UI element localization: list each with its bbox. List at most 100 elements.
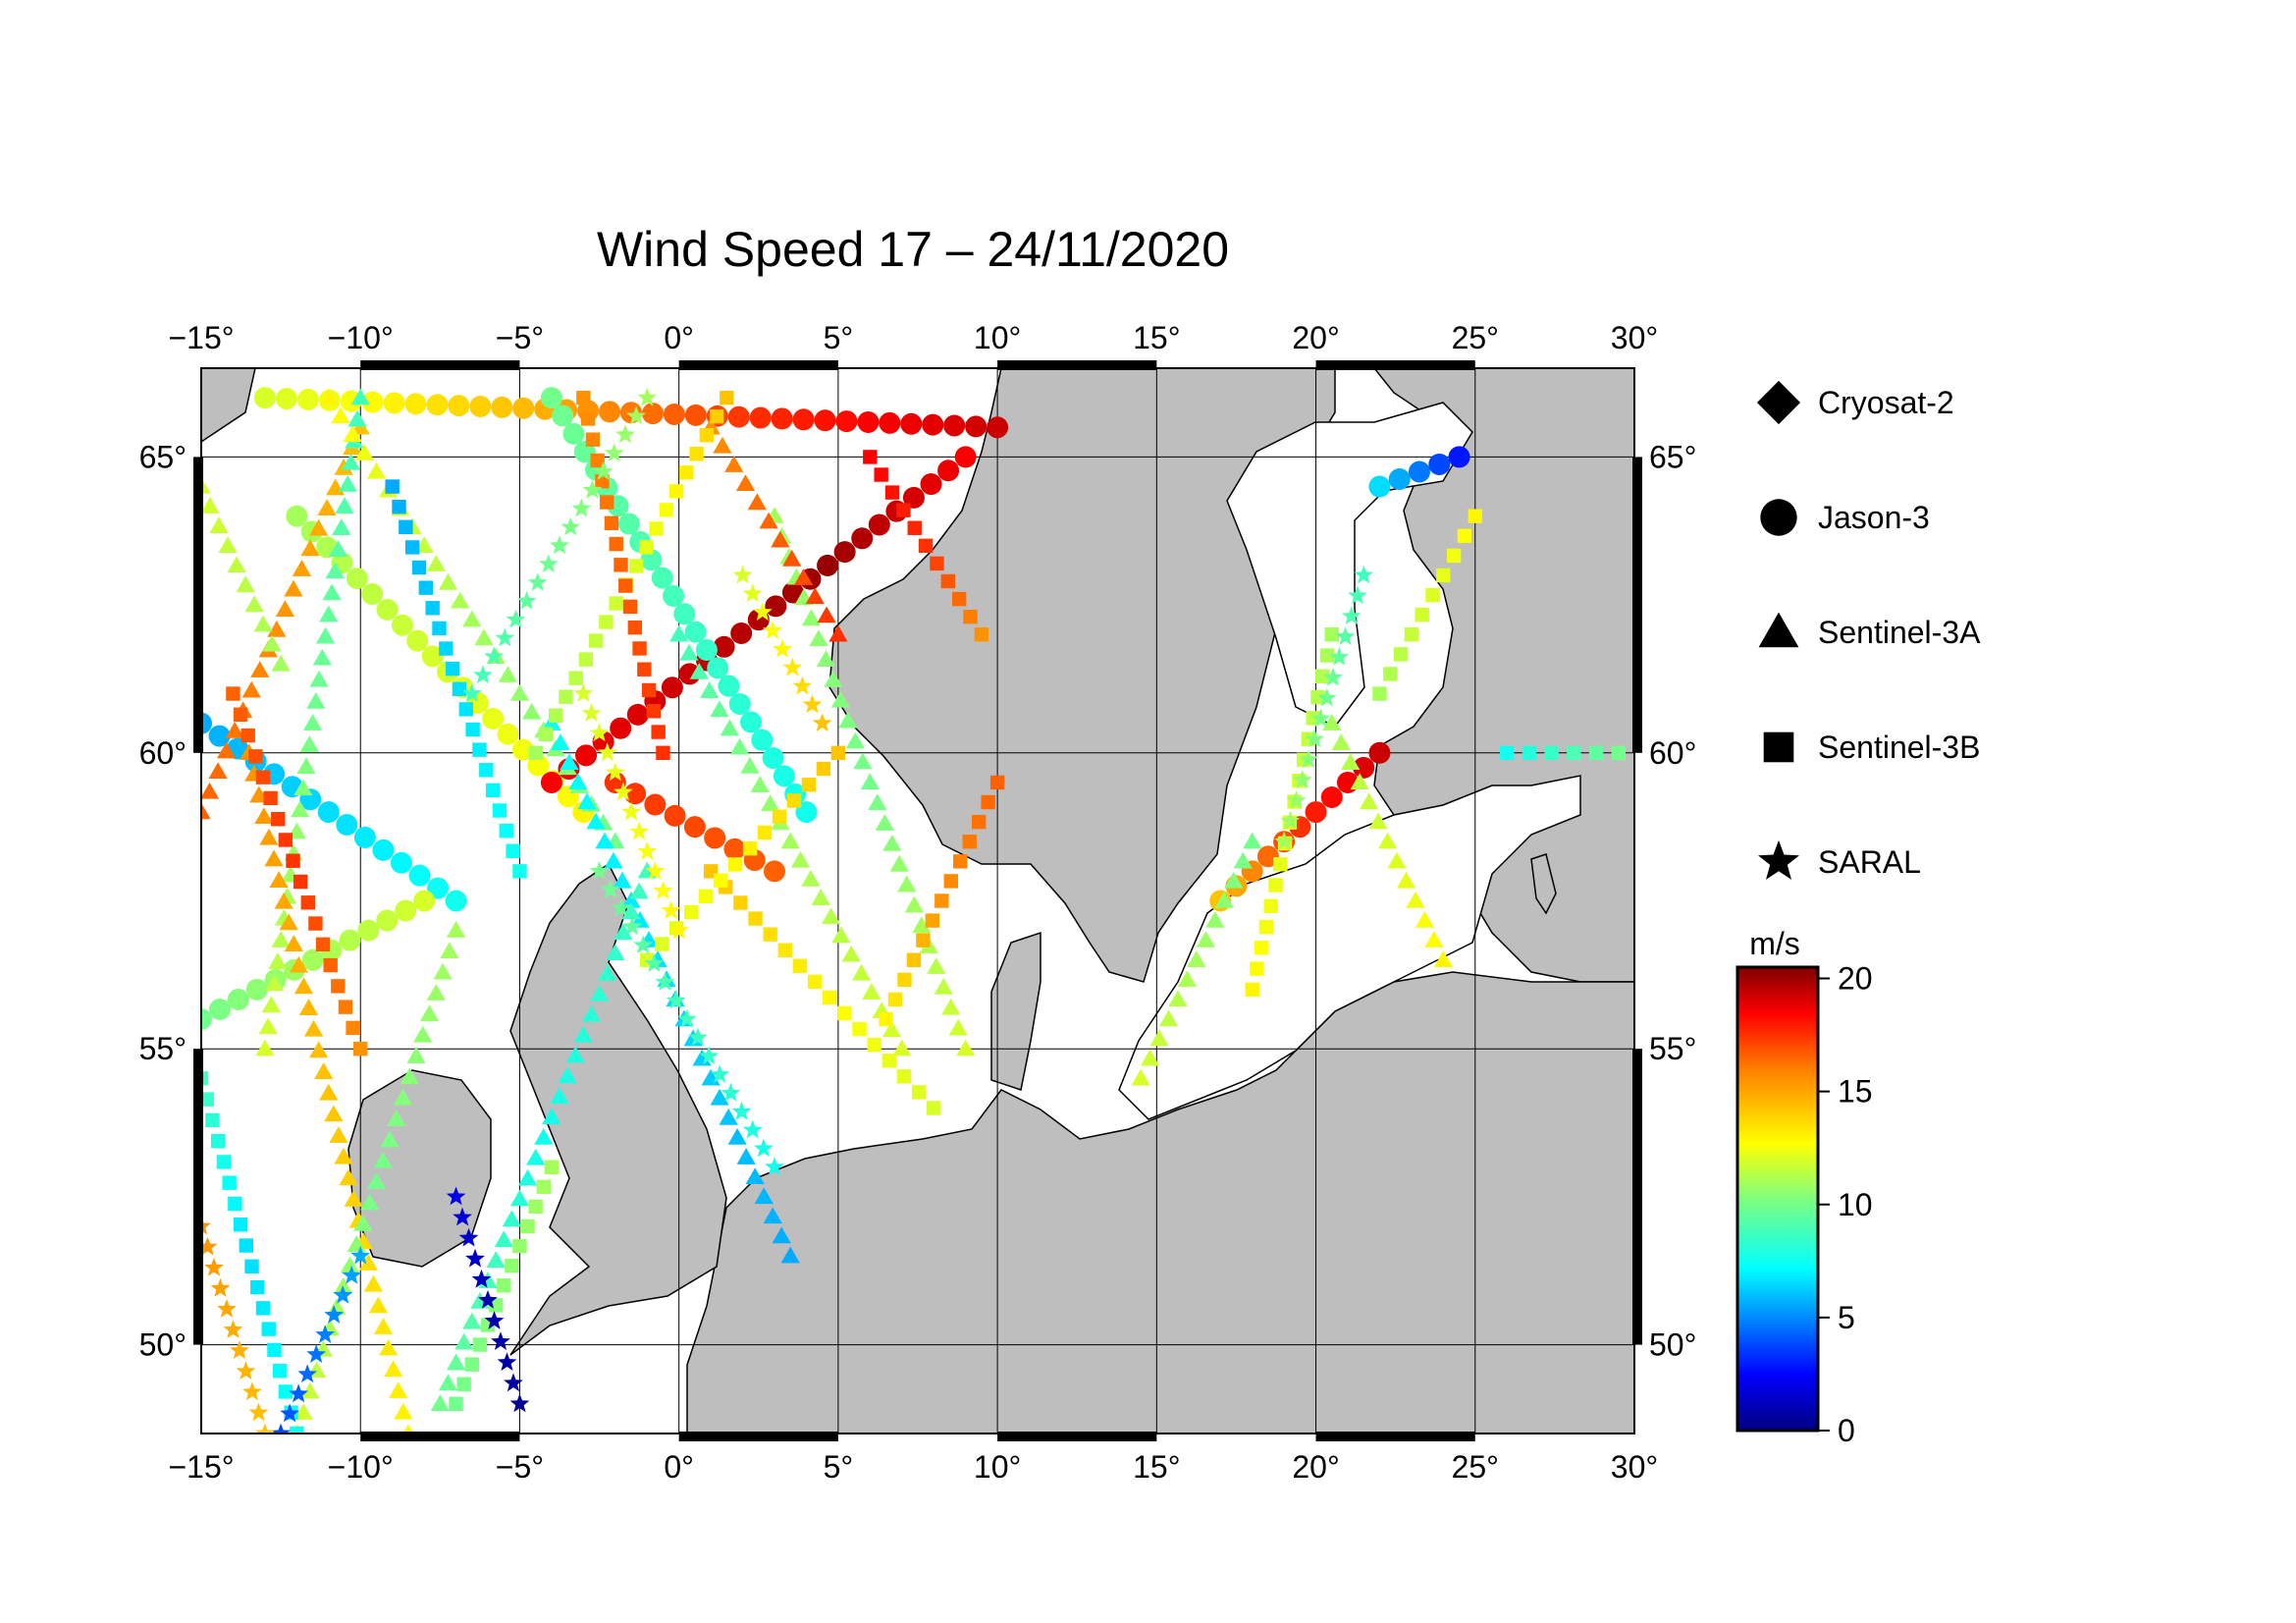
observation-square: [385, 479, 400, 494]
observation-circle: [817, 554, 839, 576]
observation-triangle: [606, 944, 625, 961]
observation-triangle: [629, 882, 649, 899]
observation-triangle: [727, 1128, 747, 1145]
sea-baltic: [1118, 775, 1581, 1120]
observation-square: [248, 749, 263, 764]
observation-triangle: [227, 556, 246, 573]
observation-triangle: [255, 1039, 275, 1056]
observation-circle: [987, 416, 1009, 439]
observation-triangle: [1377, 832, 1398, 849]
observation-circle: [718, 675, 740, 697]
observation-triangle: [1140, 1049, 1160, 1066]
observation-circle: [965, 415, 988, 438]
observation-triangle: [713, 436, 732, 454]
observation-triangle: [368, 1296, 389, 1314]
observation-triangle: [542, 1108, 561, 1124]
observation-triangle: [358, 1254, 378, 1271]
observation-square: [590, 453, 605, 468]
observation-triangle: [254, 807, 274, 824]
observation-star: [581, 703, 602, 722]
observation-square: [940, 573, 956, 589]
colorbar-tick-label: 10: [1838, 1187, 1873, 1222]
observation-circle: [727, 406, 750, 428]
observation-star: [742, 583, 763, 603]
observation-triangle: [710, 700, 729, 718]
observation-triangle: [868, 793, 887, 811]
observation-circle: [599, 401, 621, 423]
colorbar-tick-label: 0: [1838, 1413, 1855, 1448]
observation-square: [981, 794, 995, 810]
observation-star: [802, 694, 823, 714]
observation-circle: [491, 396, 513, 418]
observation-square: [472, 1337, 488, 1352]
observation-circle: [1409, 460, 1430, 483]
frame-bar-bottom: [678, 1432, 838, 1441]
observation-triangle: [486, 1251, 506, 1269]
observation-triangle: [344, 1190, 363, 1207]
observation-star: [782, 657, 803, 676]
observation-square: [559, 689, 573, 704]
observation-triangle: [236, 575, 255, 593]
observation-square: [1404, 627, 1419, 642]
observation-circle: [781, 581, 804, 604]
observation-triangle: [1387, 851, 1407, 869]
lon-tick-label-top: 15°: [1133, 320, 1180, 355]
map-frame: [200, 367, 1635, 1434]
observation-circle: [922, 413, 944, 436]
observation-square: [1315, 669, 1330, 683]
lat-tick-label-right: 60°: [1649, 735, 1696, 771]
observation-triangle: [817, 606, 836, 623]
observation-square: [323, 957, 338, 973]
observation-star: [248, 1402, 269, 1422]
observation-star: [280, 1403, 299, 1423]
observation-star: [644, 953, 665, 972]
observation-square: [499, 823, 513, 839]
lon-tick-label-top: 10°: [974, 320, 1021, 355]
observation-square: [639, 540, 654, 555]
observation-triangle: [889, 854, 909, 872]
observation-circle: [684, 404, 707, 426]
observation-circle: [678, 663, 701, 685]
observation-square: [244, 1259, 259, 1274]
observation-triangle: [394, 1402, 413, 1420]
observation-circle: [497, 723, 519, 745]
observation-square: [456, 1377, 471, 1391]
observation-triangle: [892, 1039, 912, 1056]
legend-symbol-circle: [1760, 499, 1797, 536]
observation-square: [588, 633, 604, 648]
observation-triangle: [329, 1126, 348, 1143]
observation-triangle: [811, 889, 830, 905]
observation-star: [516, 590, 537, 610]
observation-triangle: [1415, 910, 1435, 928]
observation-square: [632, 641, 647, 656]
map-area: −15° −15° −10° −10° −5° −5° 0° 0° 5° 5° 10° 10° 15° 1…: [139, 320, 1697, 1485]
observation-circle: [383, 392, 405, 414]
observation-triangle: [1131, 1068, 1150, 1086]
observation-triangle: [719, 1108, 738, 1125]
observation-square: [201, 1092, 214, 1107]
observation-circle: [764, 860, 785, 883]
observation-triangle: [809, 629, 828, 647]
observation-square: [255, 1301, 271, 1316]
observation-star: [589, 861, 610, 880]
observation-triangle: [1350, 773, 1369, 790]
observation-star: [699, 1046, 719, 1065]
frame-bar-left: [193, 457, 203, 753]
observation-triangle: [824, 671, 843, 687]
observation-star: [236, 1361, 256, 1380]
observation-circle: [540, 771, 562, 793]
observation-square: [609, 536, 623, 552]
observation-square: [1457, 528, 1472, 543]
observation-star: [676, 1008, 697, 1028]
observation-square: [439, 641, 454, 656]
observation-square: [884, 485, 900, 500]
observation-square: [963, 609, 978, 624]
observation-circle: [562, 422, 585, 445]
observation-triangle: [882, 834, 902, 851]
observation-triangle: [912, 916, 932, 934]
observation-triangle: [265, 974, 285, 992]
frame-bar-right: [1632, 1049, 1642, 1345]
observation-triangle: [300, 539, 320, 557]
lat-tick-label-left: 55°: [139, 1031, 187, 1066]
observation-square: [452, 681, 467, 696]
